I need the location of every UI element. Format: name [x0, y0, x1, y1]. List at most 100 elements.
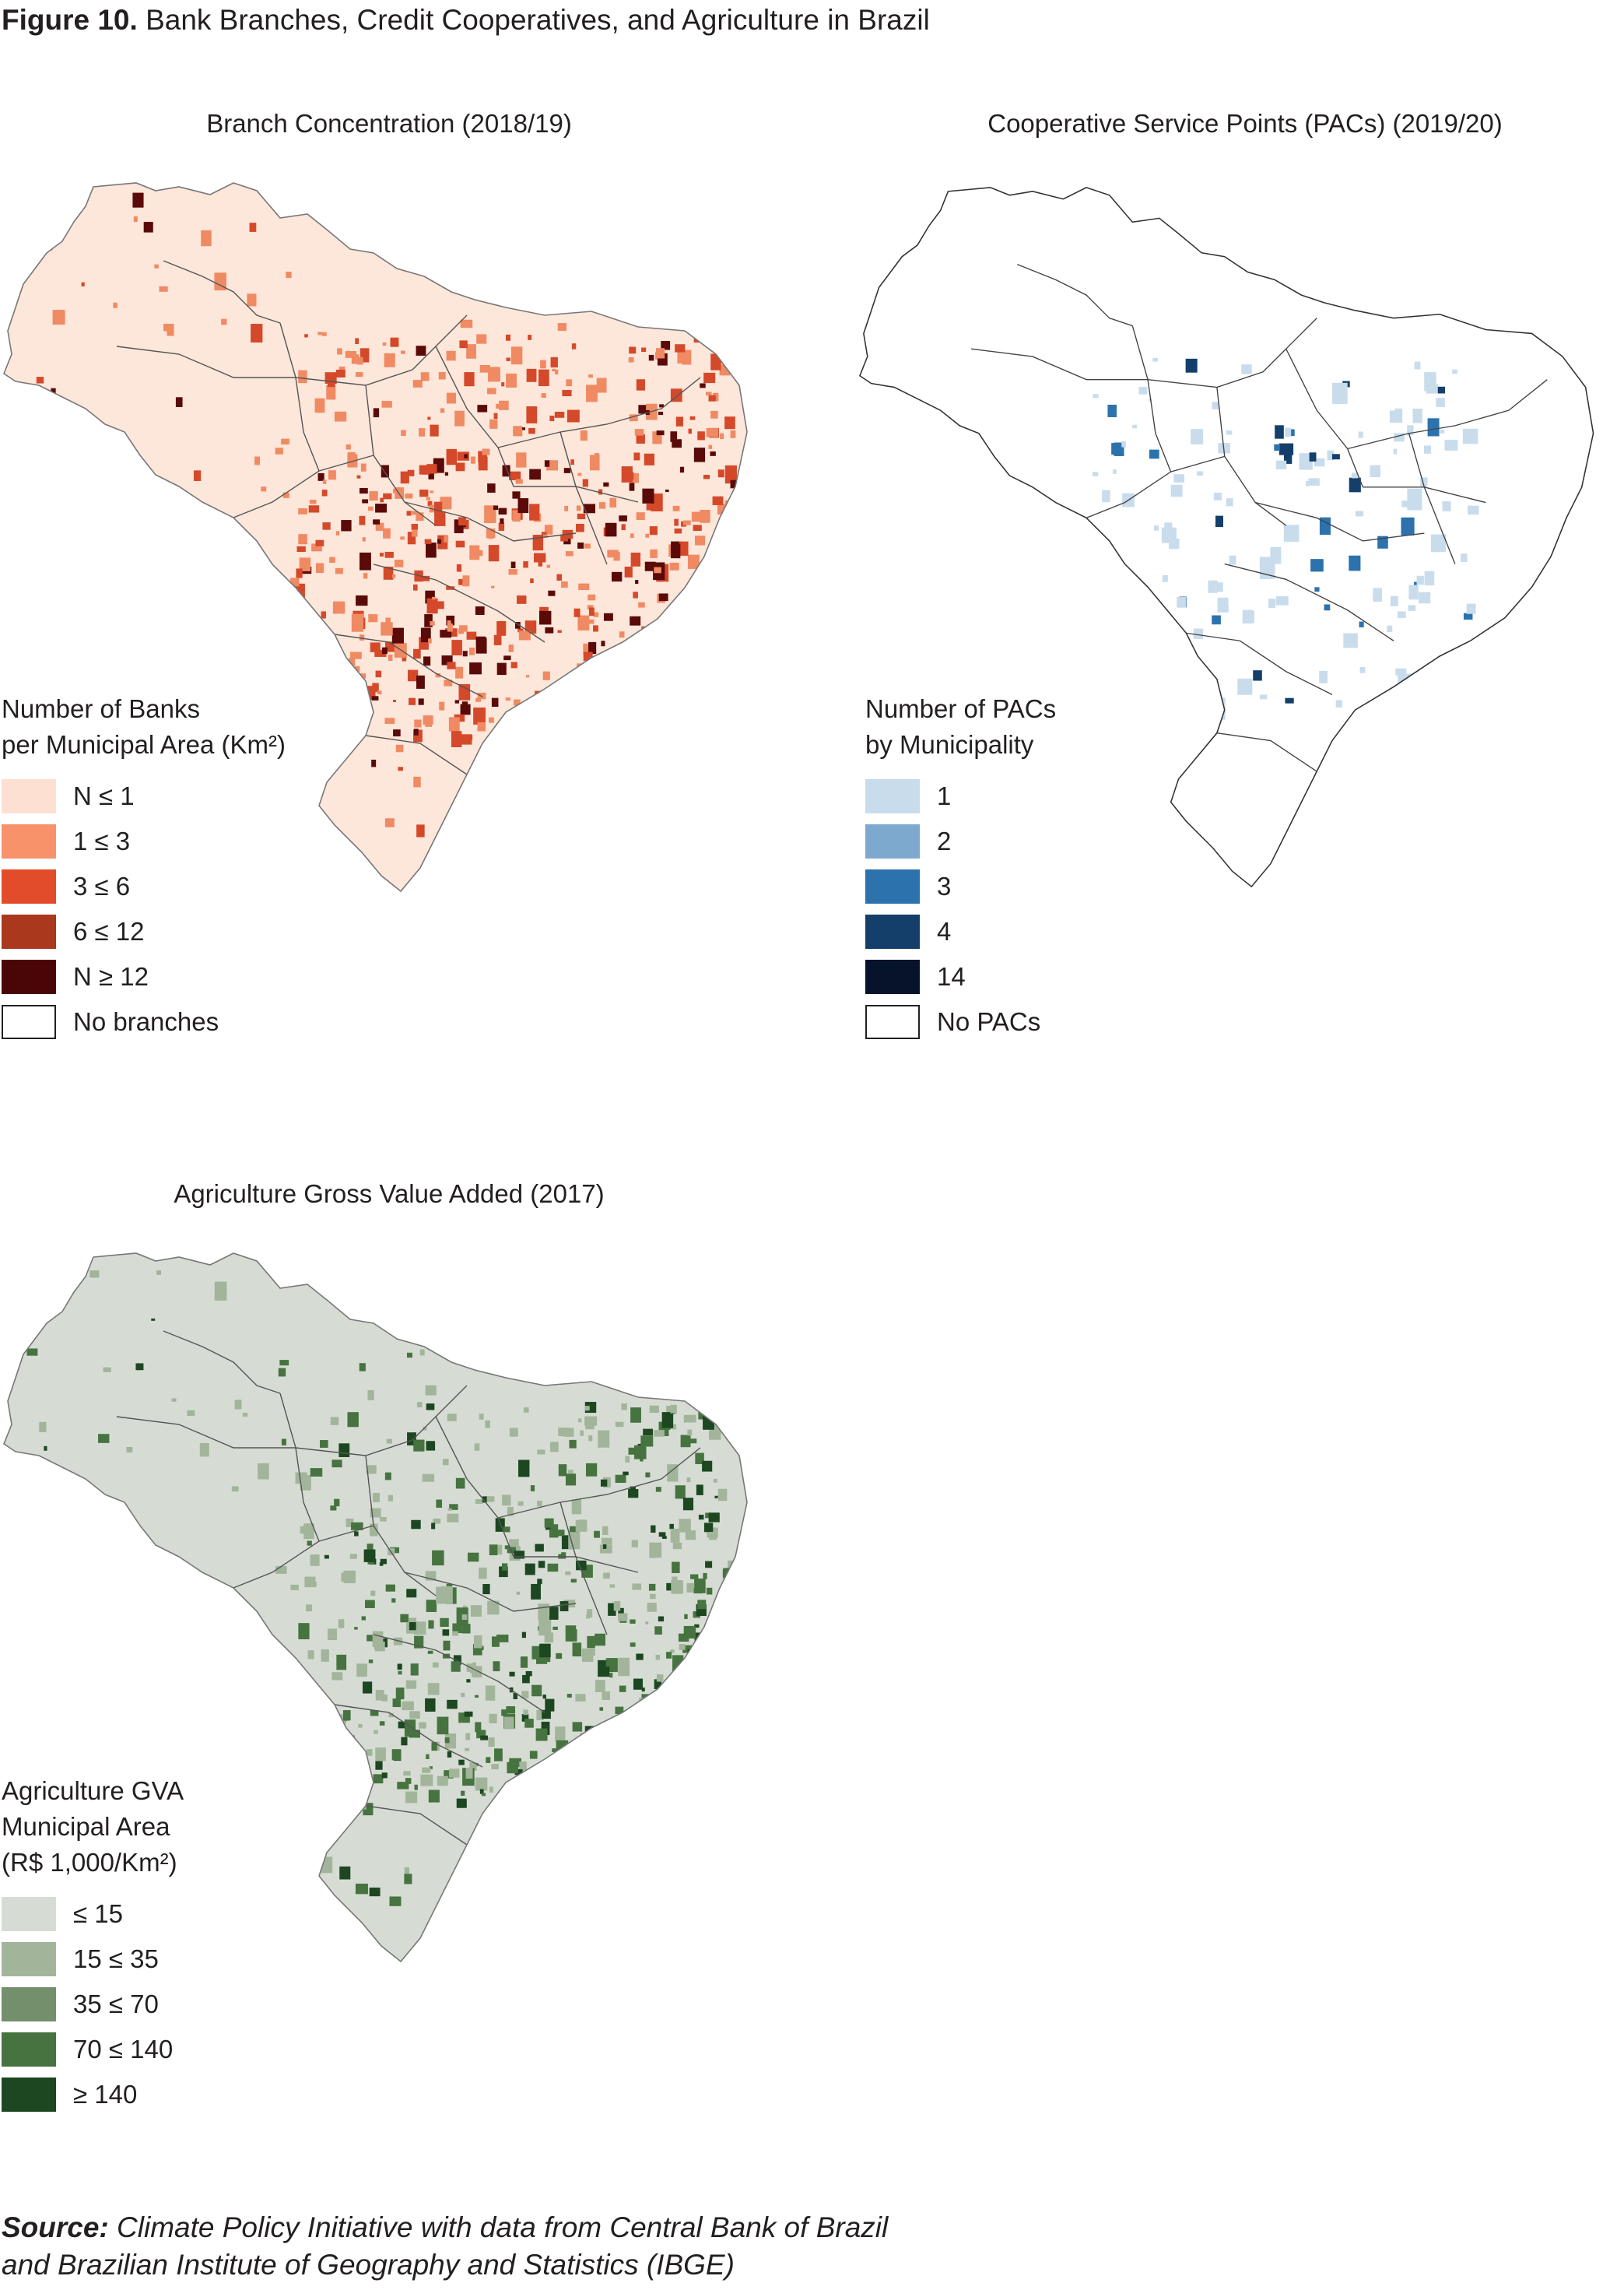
- municipality-patch: [507, 1506, 514, 1516]
- municipality-patch: [286, 209, 298, 216]
- municipality-patch: [1335, 700, 1342, 708]
- municipality-patch: [577, 472, 582, 476]
- municipality-patch: [634, 429, 644, 436]
- municipality-patch: [1444, 439, 1458, 451]
- municipality-patch: [360, 348, 370, 357]
- municipality-patch: [721, 539, 727, 546]
- municipality-patch: [405, 493, 413, 499]
- municipality-patch: [583, 504, 596, 514]
- municipality-patch: [258, 1786, 268, 1797]
- municipality-patch: [419, 1722, 426, 1729]
- municipality-patch: [428, 472, 434, 479]
- figure-title-text: Bank Branches, Credit Cooperatives, and …: [146, 4, 930, 36]
- municipality-patch: [623, 1721, 636, 1736]
- municipality-patch: [464, 372, 475, 387]
- municipality-patch: [689, 416, 696, 420]
- municipality-patch: [617, 1836, 628, 1852]
- municipality-patch: [509, 1428, 518, 1437]
- municipality-patch: [409, 697, 416, 705]
- municipality-patch: [686, 728, 693, 739]
- municipality-patch: [618, 1657, 630, 1677]
- municipality-patch: [477, 722, 486, 732]
- municipality-patch: [440, 497, 452, 510]
- municipality-patch: [694, 1751, 704, 1762]
- municipality-patch: [310, 1554, 320, 1566]
- municipality-patch: [679, 1787, 689, 1801]
- municipality-patch: [425, 719, 433, 727]
- municipality-patch: [352, 680, 365, 690]
- municipality-patch: [508, 569, 517, 575]
- legend-title-line: by Municipality: [865, 730, 1034, 759]
- municipality-patch: [1193, 628, 1204, 639]
- municipality-patch: [426, 543, 437, 558]
- legend-label: 35 ≤ 70: [73, 1990, 159, 2018]
- municipality-patch: [631, 1780, 638, 1790]
- municipality-patch: [557, 323, 567, 332]
- municipality-patch: [588, 594, 596, 601]
- municipality-patch: [442, 1653, 451, 1659]
- municipality-patch: [1395, 668, 1407, 676]
- municipality-patch: [505, 1794, 514, 1800]
- legend-item: 1 ≤ 3: [2, 819, 286, 864]
- municipality-patch: [310, 1712, 318, 1723]
- municipality-patch: [605, 1658, 617, 1667]
- municipality-patch: [412, 511, 419, 515]
- municipality-patch: [675, 416, 683, 427]
- municipality-patch: [151, 1318, 156, 1321]
- municipality-patch: [307, 1540, 312, 1546]
- municipality-patch: [666, 1406, 674, 1414]
- municipality-patch: [654, 1784, 661, 1790]
- state-border: [365, 1805, 468, 1846]
- state-border: [1216, 387, 1287, 526]
- municipality-patch: [659, 616, 665, 621]
- municipality-patch: [393, 488, 397, 493]
- municipality-patch: [1268, 599, 1276, 608]
- municipality-patch: [597, 717, 609, 727]
- municipality-patch: [420, 372, 430, 381]
- municipality-patch: [309, 500, 317, 504]
- municipality-patch: [722, 1702, 730, 1709]
- municipality-patch: [363, 1549, 376, 1562]
- municipality-patch: [389, 1896, 402, 1906]
- municipality-patch: [306, 1729, 317, 1737]
- municipality-patch: [328, 470, 336, 480]
- municipality-patch: [420, 1774, 433, 1786]
- municipality-patch: [320, 690, 330, 700]
- state-border: [373, 564, 545, 643]
- municipality-patch: [375, 1747, 386, 1761]
- municipality-patch: [626, 1727, 633, 1731]
- municipality-patch: [559, 1601, 569, 1612]
- municipality-patch: [598, 1430, 610, 1448]
- legend-item: 35 ≤ 70: [2, 1982, 184, 2027]
- municipality-patch: [516, 452, 527, 468]
- municipality-patch: [646, 1755, 652, 1761]
- municipality-patch: [561, 1794, 566, 1800]
- municipality-patch: [708, 1512, 720, 1523]
- municipality-patch: [427, 416, 431, 420]
- municipality-patch: [700, 383, 706, 388]
- municipality-patch: [391, 1749, 402, 1761]
- municipality-patch: [512, 510, 521, 522]
- legend-swatch: [865, 960, 920, 994]
- municipality-patch: [637, 669, 643, 676]
- municipality-patch: [625, 692, 629, 698]
- municipality-patch: [659, 404, 665, 408]
- legend-item: No PACs: [865, 999, 1056, 1045]
- municipality-patch: [354, 1531, 359, 1537]
- municipality-patch: [428, 1620, 434, 1629]
- municipality-patch: [708, 696, 714, 701]
- municipality-patch: [654, 1775, 660, 1782]
- municipality-patch: [379, 553, 384, 557]
- municipality-patch: [615, 1421, 624, 1428]
- municipality-patch: [1168, 690, 1174, 694]
- municipality-patch: [1436, 386, 1446, 394]
- municipality-patch: [345, 444, 351, 450]
- municipality-patch: [469, 648, 475, 655]
- municipality-patch: [724, 511, 731, 517]
- municipality-patch: [691, 1740, 699, 1748]
- municipality-patch: [636, 1653, 644, 1660]
- municipality-patch: [570, 1579, 577, 1583]
- map-cooperative-service-points: [858, 187, 1594, 888]
- municipality-patch: [331, 1672, 343, 1681]
- municipality-patch: [380, 1517, 387, 1522]
